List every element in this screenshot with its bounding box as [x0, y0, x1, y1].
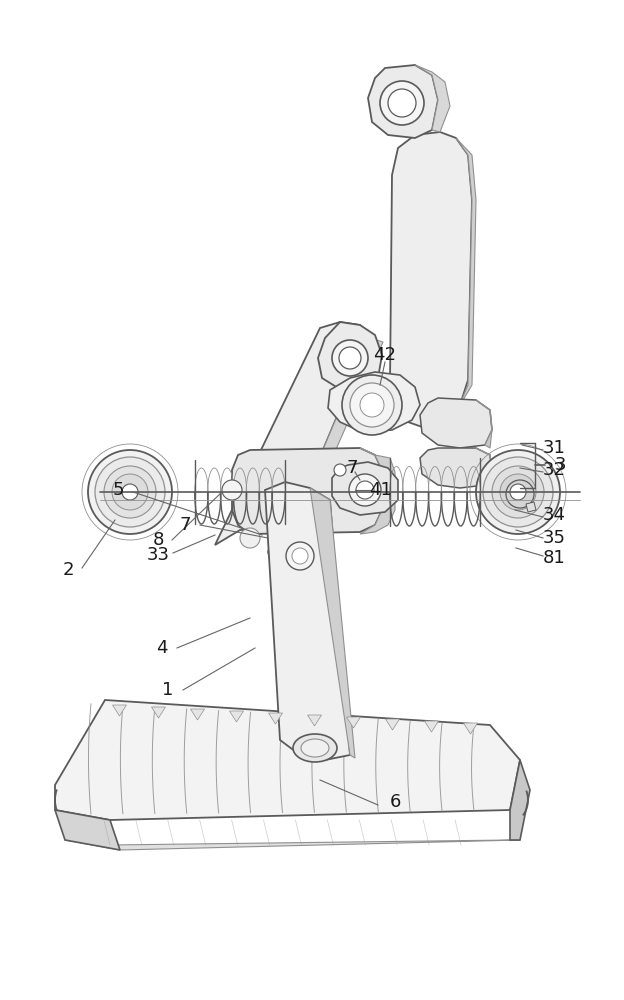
Polygon shape [268, 530, 332, 578]
Polygon shape [420, 448, 492, 488]
Polygon shape [55, 700, 520, 820]
Polygon shape [232, 448, 382, 534]
Text: 3: 3 [554, 456, 566, 474]
Circle shape [360, 393, 384, 417]
Text: 34: 34 [543, 506, 566, 524]
Polygon shape [445, 138, 476, 420]
Circle shape [122, 484, 138, 500]
Circle shape [88, 450, 172, 534]
Circle shape [380, 81, 424, 125]
Circle shape [95, 457, 165, 527]
Polygon shape [285, 338, 383, 543]
Circle shape [334, 464, 346, 476]
Text: 81: 81 [543, 549, 566, 567]
Text: 6: 6 [389, 793, 401, 811]
Text: 7: 7 [179, 516, 191, 534]
Polygon shape [390, 132, 472, 428]
Circle shape [483, 457, 553, 527]
Circle shape [286, 542, 314, 570]
Polygon shape [332, 462, 398, 515]
Polygon shape [230, 711, 243, 722]
Polygon shape [308, 715, 321, 726]
Circle shape [350, 383, 394, 427]
Polygon shape [215, 322, 370, 545]
Circle shape [342, 375, 402, 435]
Text: 33: 33 [147, 546, 170, 564]
Polygon shape [265, 482, 350, 760]
Polygon shape [268, 713, 283, 724]
Polygon shape [526, 502, 536, 512]
Polygon shape [476, 400, 492, 448]
Circle shape [332, 340, 368, 376]
Polygon shape [386, 719, 399, 730]
Ellipse shape [301, 739, 329, 757]
Text: 4: 4 [156, 639, 168, 657]
Polygon shape [65, 840, 520, 850]
Circle shape [222, 480, 242, 500]
Circle shape [356, 481, 374, 499]
Polygon shape [424, 721, 439, 732]
Text: 41: 41 [369, 481, 391, 499]
Text: 42: 42 [374, 346, 396, 364]
Text: 31: 31 [543, 439, 566, 457]
Polygon shape [55, 810, 120, 850]
Polygon shape [318, 322, 382, 388]
Polygon shape [415, 65, 450, 132]
Text: 5: 5 [112, 481, 124, 499]
Text: 8: 8 [152, 531, 163, 549]
Polygon shape [310, 488, 355, 758]
Circle shape [240, 528, 260, 548]
Polygon shape [510, 760, 530, 840]
Polygon shape [346, 717, 361, 728]
Text: 1: 1 [162, 681, 173, 699]
Text: 7: 7 [346, 459, 358, 477]
Ellipse shape [293, 734, 337, 762]
Circle shape [510, 484, 526, 500]
Text: 35: 35 [543, 529, 566, 547]
Circle shape [349, 474, 381, 506]
Circle shape [292, 548, 308, 564]
Text: 32: 32 [543, 461, 566, 479]
Circle shape [339, 347, 361, 369]
Circle shape [476, 450, 560, 534]
Circle shape [112, 474, 148, 510]
Text: 2: 2 [62, 561, 74, 579]
Circle shape [388, 89, 416, 117]
Polygon shape [368, 65, 438, 138]
Polygon shape [420, 398, 492, 448]
Polygon shape [360, 448, 395, 534]
Circle shape [500, 474, 536, 510]
Circle shape [104, 466, 156, 518]
Polygon shape [476, 448, 492, 488]
Polygon shape [190, 709, 205, 720]
Circle shape [492, 466, 544, 518]
Polygon shape [328, 372, 420, 432]
Polygon shape [152, 707, 165, 718]
Polygon shape [112, 705, 127, 716]
Polygon shape [464, 723, 477, 734]
